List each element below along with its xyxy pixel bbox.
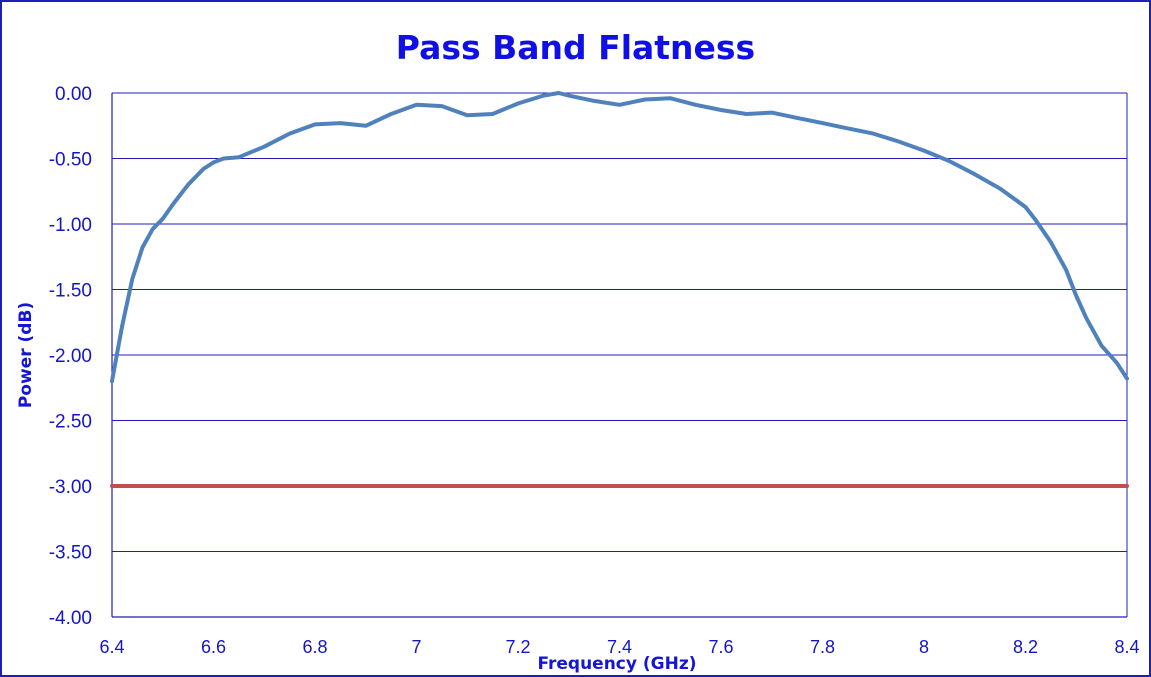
x-tick-label: 7.4 <box>607 637 632 657</box>
x-tick-label: 6.6 <box>201 637 226 657</box>
x-tick-labels: 6.4 6.6 6.8 7 7.2 7.4 7.6 7.8 8 8.2 8.4 <box>99 637 1139 657</box>
y-tick-label: -3.50 <box>49 543 92 564</box>
x-tick-label: 6.4 <box>99 637 124 657</box>
y-tick-labels: 0.00 -0.50 -1.00 -1.50 -2.00 -2.50 -3.00 -3.50 -… <box>49 84 92 629</box>
power-response-line <box>110 91 1129 384</box>
y-tick-label: -4.00 <box>49 608 92 629</box>
y-tick-label: -2.00 <box>49 346 92 367</box>
y-tick-label: -1.00 <box>49 215 92 236</box>
x-tick-label: 7.6 <box>708 637 733 657</box>
x-tick-label: 7.8 <box>810 637 835 657</box>
y-tick-label: -2.50 <box>49 412 92 433</box>
x-axis-title: Frequency (GHz) <box>537 654 696 674</box>
gridlines <box>112 92 1127 552</box>
x-tick-label: 8.4 <box>1114 637 1139 657</box>
y-axis-title: Power (dB) <box>16 302 36 408</box>
axes <box>111 93 1128 618</box>
y-tick-label: 0.00 <box>55 84 92 105</box>
chart-title: Pass Band Flatness <box>395 28 756 67</box>
x-tick-label: 6.8 <box>302 637 327 657</box>
series-layer <box>110 91 1129 488</box>
y-tick-label: -1.50 <box>49 281 92 302</box>
y-tick-label: -0.50 <box>49 150 92 171</box>
x-tick-label: 7 <box>411 637 421 657</box>
x-tick-label: 8.2 <box>1013 637 1038 657</box>
x-tick-label: 8 <box>919 637 929 657</box>
y-tick-label: -3.00 <box>49 477 92 498</box>
x-tick-label: 7.2 <box>505 637 530 657</box>
